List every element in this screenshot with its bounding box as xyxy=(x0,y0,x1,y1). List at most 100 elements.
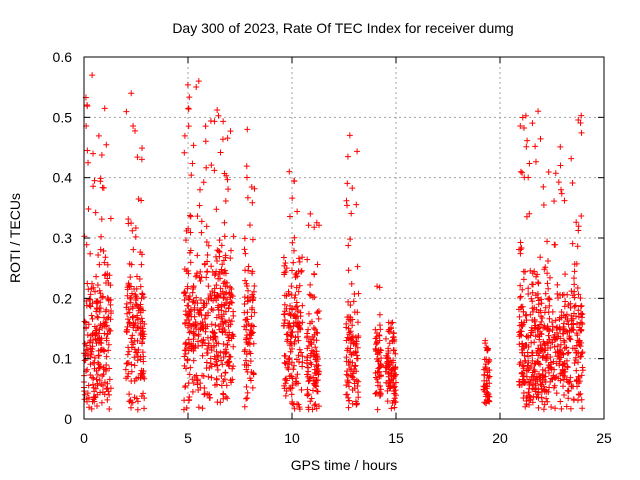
data-point xyxy=(139,318,146,325)
data-point xyxy=(91,394,98,401)
data-point xyxy=(296,346,303,353)
data-point xyxy=(126,398,133,405)
data-point xyxy=(126,260,133,267)
data-point xyxy=(93,330,100,337)
data-point xyxy=(561,391,568,398)
data-point xyxy=(201,315,208,322)
data-point xyxy=(303,334,310,341)
data-point xyxy=(534,358,541,365)
data-point xyxy=(224,395,231,402)
data-point xyxy=(134,353,141,360)
data-point xyxy=(226,363,233,370)
data-point xyxy=(91,354,98,361)
data-point xyxy=(571,360,578,367)
data-point xyxy=(226,300,233,307)
data-point xyxy=(243,335,250,342)
data-point xyxy=(535,394,542,401)
data-point xyxy=(377,391,384,398)
data-point xyxy=(349,337,356,344)
data-point xyxy=(281,308,288,315)
data-point xyxy=(209,329,216,336)
data-point xyxy=(535,280,542,287)
data-point xyxy=(94,382,101,389)
data-point xyxy=(290,247,297,254)
data-point xyxy=(207,360,214,367)
data-point xyxy=(291,405,298,412)
data-point xyxy=(350,340,357,347)
data-point xyxy=(304,354,311,361)
data-point xyxy=(248,332,255,339)
data-point xyxy=(552,170,559,177)
data-point xyxy=(189,299,196,306)
data-point xyxy=(95,132,102,139)
data-point xyxy=(312,326,319,333)
data-point xyxy=(250,294,257,301)
data-point xyxy=(215,352,222,359)
data-point xyxy=(576,391,583,398)
data-point xyxy=(568,317,575,324)
x-tick-label: 15 xyxy=(388,430,404,446)
data-point xyxy=(345,397,352,404)
data-point xyxy=(545,325,552,332)
data-point xyxy=(139,290,146,297)
data-point xyxy=(557,341,564,348)
data-point xyxy=(196,307,203,314)
data-point xyxy=(244,368,251,375)
data-point xyxy=(181,289,188,296)
data-point xyxy=(87,296,94,303)
data-point xyxy=(557,162,564,169)
data-point xyxy=(281,320,288,327)
data-point xyxy=(215,112,222,119)
data-point xyxy=(196,311,203,318)
data-point xyxy=(517,123,524,130)
data-point xyxy=(484,389,491,396)
data-point xyxy=(90,375,97,382)
data-point xyxy=(96,287,103,294)
data-point xyxy=(518,328,525,335)
data-point xyxy=(482,393,489,400)
data-point xyxy=(549,323,556,330)
data-point xyxy=(139,291,146,298)
data-point xyxy=(87,361,94,368)
data-point xyxy=(97,246,104,253)
data-point xyxy=(542,304,549,311)
data-point xyxy=(574,383,581,390)
data-point xyxy=(96,377,103,384)
data-point xyxy=(546,295,553,302)
data-point xyxy=(575,116,582,123)
data-point xyxy=(193,270,200,277)
data-point xyxy=(344,391,351,398)
data-point xyxy=(517,331,524,338)
data-point xyxy=(285,288,292,295)
data-point xyxy=(307,210,314,217)
data-point xyxy=(289,239,296,246)
data-point xyxy=(375,365,382,372)
data-point xyxy=(561,339,568,346)
data-point xyxy=(250,340,257,347)
data-point xyxy=(305,368,312,375)
data-point xyxy=(96,305,103,312)
data-point xyxy=(575,313,582,320)
data-point xyxy=(226,290,233,297)
data-point xyxy=(315,315,322,322)
data-point xyxy=(140,358,147,365)
data-point xyxy=(540,183,547,190)
data-point xyxy=(304,386,311,393)
data-point xyxy=(94,282,101,289)
data-point xyxy=(517,294,524,301)
data-point xyxy=(565,349,572,356)
data-point xyxy=(102,254,109,261)
data-point xyxy=(530,377,537,384)
data-point xyxy=(310,348,317,355)
data-point xyxy=(344,153,351,160)
data-point xyxy=(243,366,250,373)
data-point xyxy=(246,375,253,382)
data-point xyxy=(549,339,556,346)
data-point xyxy=(569,180,576,187)
data-point xyxy=(377,362,384,369)
data-point xyxy=(390,330,397,337)
data-point xyxy=(299,359,306,366)
data-point xyxy=(137,374,144,381)
data-point xyxy=(193,321,200,328)
data-point xyxy=(533,273,540,280)
